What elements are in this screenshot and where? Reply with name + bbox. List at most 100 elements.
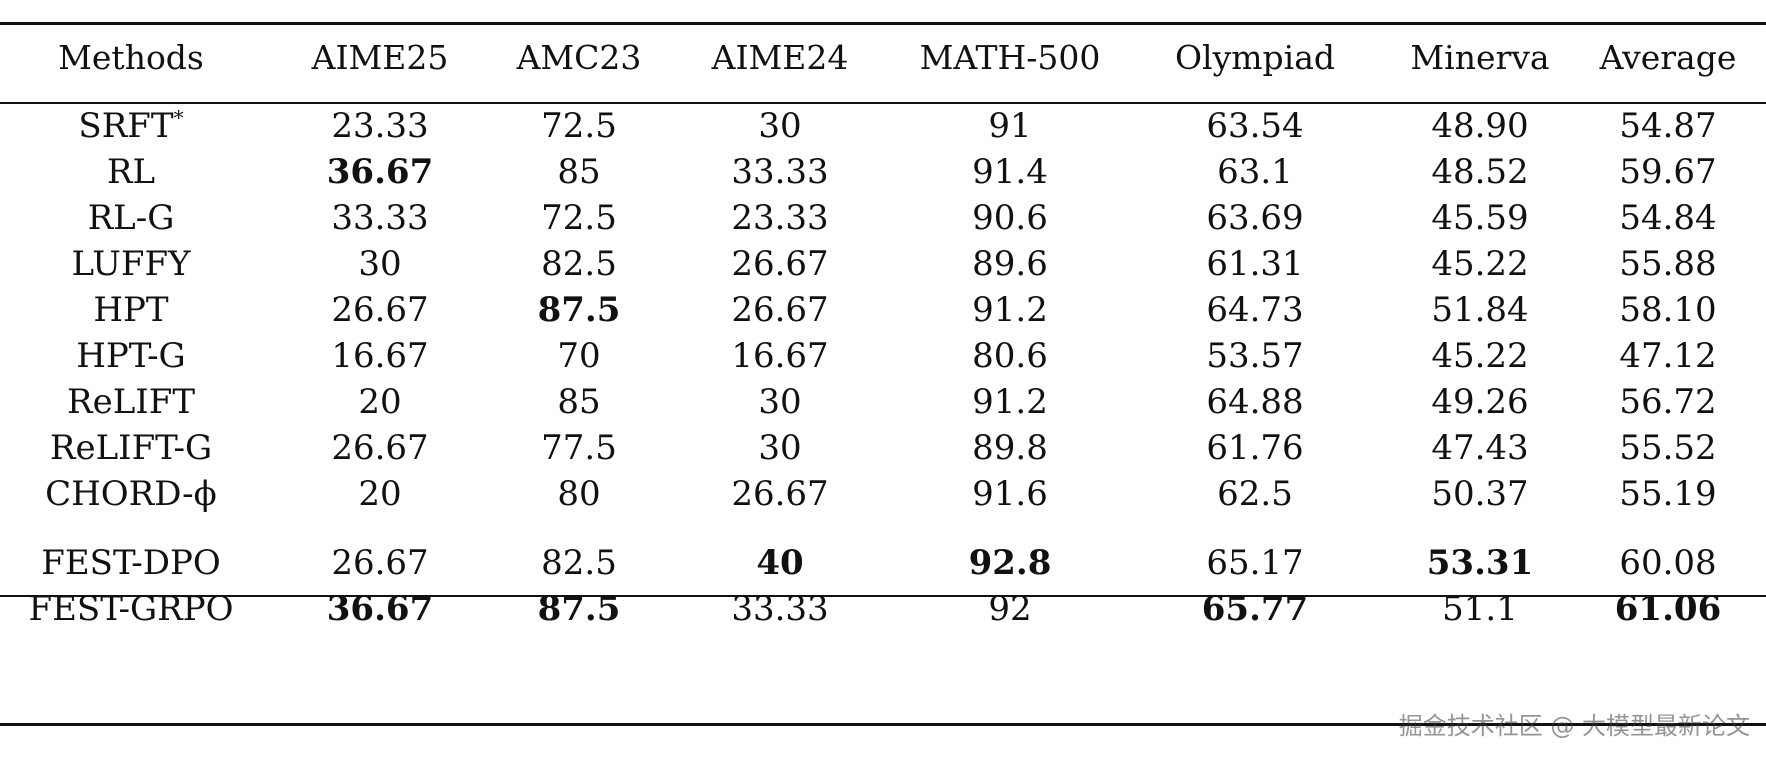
value-cell: 64.88 [1206, 382, 1304, 422]
value-cell: 54.87 [1619, 106, 1717, 146]
table-row: RL-G 33.33 72.5 23.33 90.6 63.69 45.59 54.84 [0, 192, 1766, 244]
watermark-text: 掘金技术社区 @ 大模型最新论文 [1398, 712, 1750, 740]
value-cell: 20 [358, 474, 402, 514]
value-cell: 26.67 [331, 543, 429, 583]
value-cell: 26.67 [731, 474, 829, 514]
value-cell: 36.67 [326, 152, 434, 192]
value-cell: 55.52 [1619, 428, 1717, 468]
header-row: Methods AIME25 AMC23 AIME24 MATH-500 Olympiad… [0, 32, 1766, 84]
header-cell: MATH-500 [919, 38, 1101, 77]
method-cell: FEST-GRPO [0, 583, 262, 635]
value-cell: 60.08 [1619, 543, 1717, 583]
method-name: HPT [93, 290, 169, 330]
value-cell: 50.37 [1431, 474, 1529, 514]
value-cell: 51.1 [1442, 589, 1518, 629]
method-footnote-mark: * [173, 105, 184, 130]
value-cell: 53.31 [1426, 543, 1534, 583]
header-cell: Minerva [1410, 38, 1550, 77]
method-cell: RL-G [0, 192, 262, 244]
value-cell: 92.8 [968, 543, 1052, 583]
method-name: ReLIFT-G [49, 428, 213, 468]
value-cell: 91.2 [972, 382, 1048, 422]
value-cell: 92 [988, 589, 1032, 629]
value-cell: 26.67 [331, 428, 429, 468]
value-cell: 30 [758, 428, 802, 468]
value-cell: 33.33 [331, 198, 429, 238]
method-name: LUFFY [71, 244, 191, 284]
value-cell: 20 [358, 382, 402, 422]
bottom-rule [0, 723, 1766, 726]
header-cell: AIME25 [311, 38, 449, 77]
method-cell: ReLIFT-G [0, 422, 262, 474]
value-cell: 72.5 [541, 106, 617, 146]
value-cell: 23.33 [731, 198, 829, 238]
value-cell: 45.22 [1431, 244, 1529, 284]
table-row: HPT-G 16.67 70 16.67 80.6 53.57 45.22 47.12 [0, 330, 1766, 382]
value-cell: 59.67 [1619, 152, 1717, 192]
header-cell: AIME24 [711, 38, 849, 77]
value-cell: 65.77 [1201, 589, 1309, 629]
value-cell: 16.67 [731, 336, 829, 376]
value-cell: 61.76 [1206, 428, 1304, 468]
value-cell: 56.72 [1619, 382, 1717, 422]
value-cell: 30 [758, 382, 802, 422]
value-cell: 30 [758, 106, 802, 146]
method-name: CHORD-ϕ [45, 474, 217, 514]
value-cell: 65.17 [1206, 543, 1304, 583]
value-cell: 55.19 [1619, 474, 1717, 514]
value-cell: 26.67 [731, 290, 829, 330]
method-name: RL [106, 152, 156, 192]
table-row: LUFFY 30 82.5 26.67 89.6 61.31 45.22 55.88 [0, 238, 1766, 290]
value-cell: 61.31 [1206, 244, 1304, 284]
value-cell: 91.4 [972, 152, 1048, 192]
value-cell: 80 [557, 474, 601, 514]
top-rule [0, 22, 1766, 25]
value-cell: 40 [756, 543, 804, 583]
value-cell: 36.67 [326, 589, 434, 629]
value-cell: 87.5 [537, 589, 621, 629]
value-cell: 26.67 [331, 290, 429, 330]
value-cell: 63.69 [1206, 198, 1304, 238]
value-cell: 80.6 [972, 336, 1048, 376]
value-cell: 85 [557, 382, 601, 422]
value-cell: 82.5 [541, 543, 617, 583]
method-cell: LUFFY [0, 238, 262, 290]
method-cell: ReLIFT [0, 376, 262, 428]
table-row: FEST-GRPO 36.67 87.5 33.33 92 65.77 51.1 61.06 [0, 583, 1766, 635]
header-cell: AMC23 [516, 38, 642, 77]
value-cell: 72.5 [541, 198, 617, 238]
header-cell: Average [1599, 38, 1737, 77]
value-cell: 47.43 [1431, 428, 1529, 468]
method-cell: RL [0, 146, 262, 198]
value-cell: 51.84 [1431, 290, 1529, 330]
value-cell: 53.57 [1206, 336, 1304, 376]
section-rule [0, 595, 1766, 597]
method-name: ReLIFT [67, 382, 195, 422]
method-cell: CHORD-ϕ [0, 468, 262, 520]
table-row: ReLIFT 20 85 30 91.2 64.88 49.26 56.72 [0, 376, 1766, 428]
table-row: ReLIFT-G 26.67 77.5 30 89.8 61.76 47.43 55.52 [0, 422, 1766, 474]
value-cell: 58.10 [1619, 290, 1717, 330]
method-cell: SRFT* [0, 100, 262, 152]
value-cell: 61.06 [1614, 589, 1722, 629]
table-row: CHORD-ϕ 20 80 26.67 91.6 62.5 50.37 55.19 [0, 468, 1766, 520]
table-row: FEST-DPO 26.67 82.5 40 92.8 65.17 53.31 60.08 [0, 537, 1766, 589]
value-cell: 70 [557, 336, 601, 376]
method-cell: FEST-DPO [0, 537, 262, 589]
value-cell: 89.6 [972, 244, 1048, 284]
method-name: SRFT [78, 106, 174, 146]
value-cell: 89.8 [972, 428, 1048, 468]
value-cell: 62.5 [1217, 474, 1293, 514]
value-cell: 49.26 [1431, 382, 1529, 422]
method-name: FEST-DPO [41, 543, 221, 583]
value-cell: 45.59 [1431, 198, 1529, 238]
value-cell: 77.5 [541, 428, 617, 468]
value-cell: 30 [358, 244, 402, 284]
method-cell: HPT [0, 284, 262, 336]
header-cell: Olympiad [1174, 38, 1336, 77]
value-cell: 23.33 [331, 106, 429, 146]
header-rule [0, 102, 1766, 104]
value-cell: 54.84 [1619, 198, 1717, 238]
value-cell: 55.88 [1619, 244, 1717, 284]
table-row: SRFT* 23.33 72.5 30 91 63.54 48.90 54.87 [0, 100, 1766, 152]
